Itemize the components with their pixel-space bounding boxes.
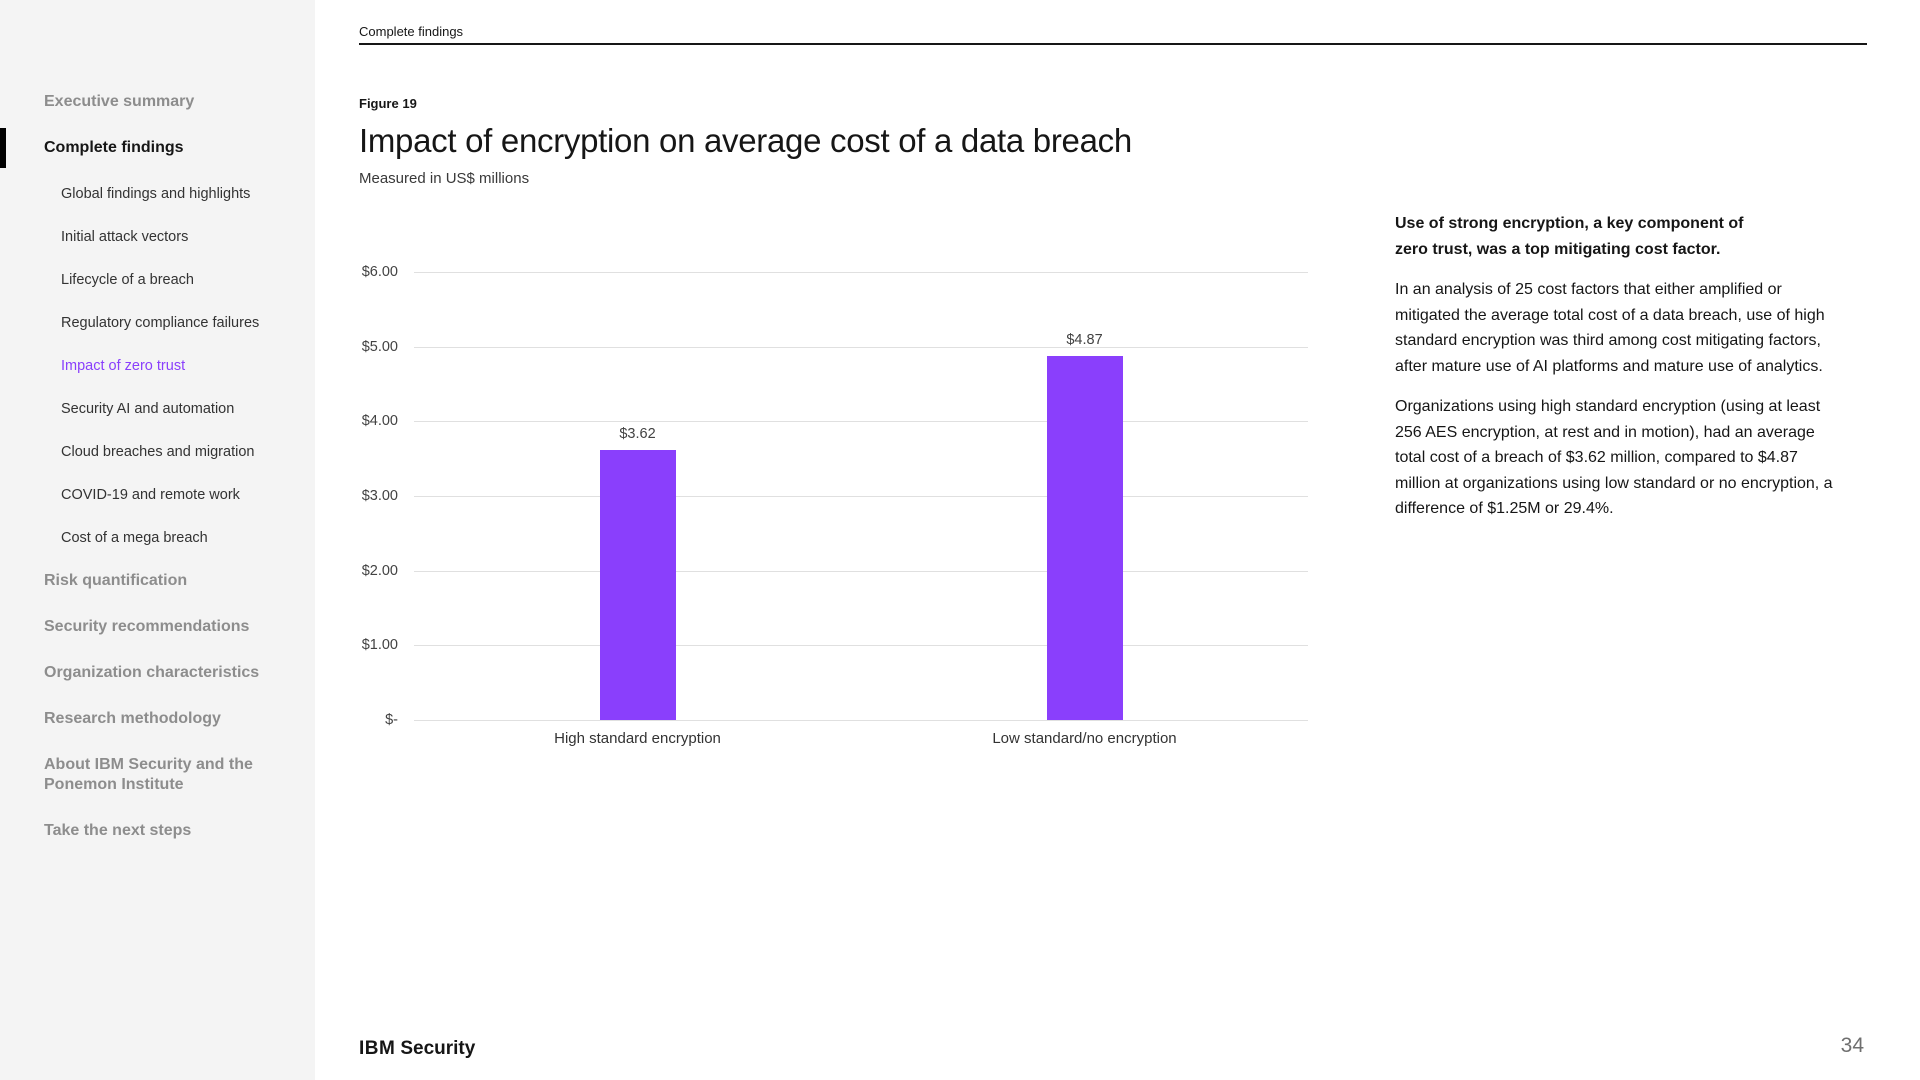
- commentary-paragraph: Organizations using high standard encryp…: [1395, 398, 1833, 517]
- sidebar-item-cloud-breaches-and-migration[interactable]: Cloud breaches and migration: [61, 444, 255, 460]
- y-axis-tick-label: $5.00: [361, 338, 398, 355]
- sidebar-nav-list: Executive summary Complete findings Glob…: [0, 0, 315, 841]
- plot-area: $6.00 $5.00 $4.00 $3.00 $2.00 $1.00: [362, 264, 1308, 747]
- sidebar-item-covid-19-and-remote-work[interactable]: COVID-19 and remote work: [61, 487, 240, 503]
- bar-value-label: $4.87: [1066, 332, 1103, 349]
- commentary-heading-line: zero trust, was a top mitigating cost fa…: [1395, 240, 1721, 258]
- sidebar-item-research-methodology[interactable]: Research methodology: [44, 710, 221, 727]
- figure-number-label: Figure 19: [359, 96, 417, 111]
- page-number: 34: [1840, 1034, 1864, 1057]
- x-axis-category-label: Low standard/no encryption: [992, 730, 1177, 747]
- sidebar-item-security-ai-and-automation[interactable]: Security AI and automation: [61, 401, 235, 417]
- commentary-paragraph: In an analysis of 25 cost factors that e…: [1395, 281, 1825, 375]
- sidebar-item-complete-findings[interactable]: Complete findings: [0, 128, 305, 168]
- sidebar: Executive summary Complete findings Glob…: [0, 0, 315, 1080]
- bar-high-standard-encryption: [599, 449, 676, 720]
- commentary-heading: Use of strong encryption, a key componen…: [1395, 211, 1840, 262]
- bar-low-standard-no-encryption: [1046, 356, 1123, 720]
- gridline: [414, 570, 1308, 572]
- sidebar-item-executive-summary[interactable]: Executive summary: [44, 93, 195, 110]
- y-axis-tick-label: $6.00: [361, 264, 398, 280]
- security-wordmark: Security: [400, 1038, 476, 1059]
- sidebar-item-about-ibm-security[interactable]: About IBM Security and the Ponemon Insti…: [44, 756, 253, 793]
- sidebar-item-risk-quantification[interactable]: Risk quantification: [44, 572, 188, 589]
- gridline: [414, 496, 1308, 497]
- bar-chart: $6.00 $5.00 $4.00 $3.00 $2.00 $1.00: [340, 264, 1308, 802]
- sidebar-item-global-findings-and-highlights[interactable]: Global findings and highlights: [61, 186, 251, 202]
- gridline: [414, 421, 1308, 423]
- figure-subtitle: Measured in US$ millions: [359, 170, 530, 187]
- commentary-heading-line: Use of strong encryption, a key componen…: [1395, 215, 1744, 232]
- y-axis-tick-label: $1.00: [361, 637, 398, 654]
- figure-title: Impact of encryption on average cost of …: [359, 122, 1132, 159]
- sidebar-item-initial-attack-vectors[interactable]: Initial attack vectors: [61, 229, 189, 245]
- y-axis-tick-label: $2.00: [361, 562, 398, 579]
- y-axis-tick-label: $4.00: [361, 413, 398, 430]
- sidebar-item-organization-characteristics[interactable]: Organization characteristics: [44, 664, 260, 681]
- sidebar-item-take-the-next-steps[interactable]: Take the next steps: [44, 822, 192, 839]
- bar-value-label: $3.62: [619, 425, 656, 442]
- sidebar-item-regulatory-compliance-failures[interactable]: Regulatory compliance failures: [61, 315, 260, 331]
- gridline: [414, 272, 1308, 273]
- ibm-wordmark: IBM: [359, 1038, 396, 1059]
- gridline: [414, 346, 1308, 348]
- running-section-label: Complete findings: [359, 24, 464, 39]
- sidebar-item-cost-of-a-mega-breach[interactable]: Cost of a mega breach: [61, 530, 208, 546]
- y-axis-tick-label: $-: [385, 712, 398, 728]
- x-axis-category-label: High standard encryption: [554, 730, 721, 747]
- gridline: [414, 720, 1308, 721]
- commentary-column: Use of strong encryption, a key componen…: [1395, 211, 1840, 537]
- sidebar-item-lifecycle-of-a-breach[interactable]: Lifecycle of a breach: [61, 272, 194, 288]
- y-axis-tick-label: $3.00: [361, 488, 398, 504]
- sidebar-item-impact-of-zero-trust[interactable]: Impact of zero trust: [61, 358, 186, 374]
- sidebar-item-security-recommendations[interactable]: Security recommendations: [44, 618, 250, 635]
- gridline: [414, 645, 1308, 647]
- ibm-security-logo: IBM Security: [359, 1038, 475, 1060]
- header-divider: [359, 43, 1867, 45]
